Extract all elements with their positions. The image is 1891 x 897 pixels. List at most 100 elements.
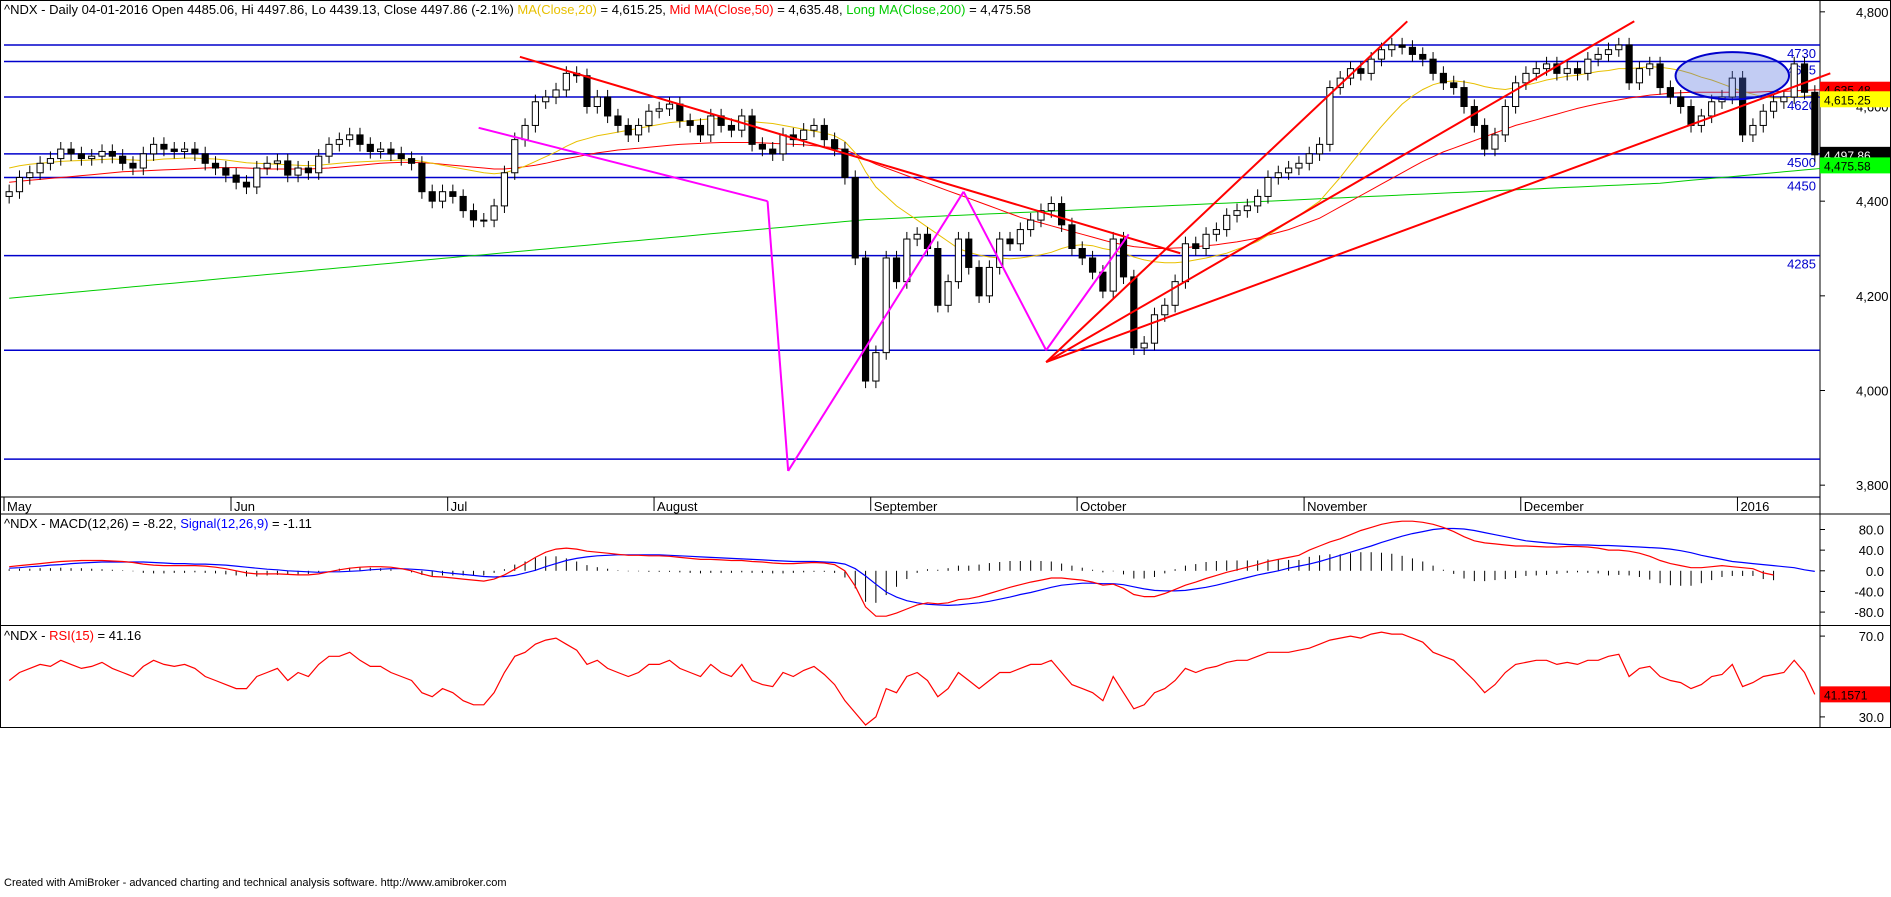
candle-body (1687, 106, 1695, 126)
candle-body (882, 257, 890, 354)
candle-body (88, 155, 96, 160)
candle-body (139, 153, 147, 169)
trendline (1045, 233, 1130, 351)
rsi-y-tick-label: 70.0 (1859, 629, 1884, 644)
macd-y-tick-label: -40.0 (1854, 584, 1884, 599)
candle-body (604, 96, 612, 117)
candle-body (903, 238, 911, 283)
candle-body (1016, 229, 1024, 245)
candle-body (57, 148, 65, 160)
header-part: = 4,635.48, (774, 2, 847, 17)
candle-body (1759, 110, 1767, 126)
macd-y-tick-label: 0.0 (1866, 564, 1884, 579)
candle-body (449, 191, 457, 197)
candle-body (1027, 219, 1035, 231)
candle-body (1604, 49, 1613, 55)
candle-body (1532, 68, 1540, 74)
candle-body (1377, 49, 1386, 60)
trendline (962, 191, 1048, 351)
footer-credit: Created with AmiBroker - advanced charti… (4, 877, 507, 889)
candle-body (1161, 304, 1169, 316)
candle-body (1625, 44, 1633, 84)
candle-body (1388, 44, 1396, 51)
candle-body (438, 191, 447, 202)
candle-body (1088, 257, 1097, 273)
candle-body (253, 167, 261, 188)
macd-line (9, 520, 1774, 617)
highlight-ellipse (1674, 51, 1791, 101)
candle-body (531, 101, 539, 126)
candle-body (263, 162, 271, 169)
trendline (1045, 72, 1831, 364)
price-y-tick-label: 3,800 (1856, 478, 1889, 493)
price-badge: 4,475.58 (1820, 157, 1890, 174)
macd-header: ^NDX - MACD(12,26) = -8.22, Signal(12,26… (4, 516, 312, 531)
candle-body (26, 172, 34, 178)
candle-body (418, 162, 426, 193)
candle-body (242, 181, 251, 188)
candle-body (552, 89, 560, 98)
candle-body (1223, 214, 1231, 231)
macd-header-part: ^NDX - MACD(12,26) = -8.22, (4, 516, 180, 531)
candle-body (1666, 87, 1674, 98)
candle-body (511, 139, 519, 174)
candle-body (67, 148, 75, 155)
rsi-header-part: RSI(15) (49, 628, 94, 643)
trendline (1045, 20, 1635, 363)
price-y-tick-label: 4,200 (1856, 289, 1889, 304)
candle-body (851, 177, 859, 259)
candle-body (1512, 82, 1520, 108)
candle-body (965, 238, 973, 268)
candle-body (1491, 134, 1499, 150)
candle-body (1501, 106, 1509, 136)
month-label: 2016 (1740, 499, 1769, 514)
candle-body (696, 124, 705, 136)
candle-body (1006, 238, 1014, 245)
chart-frame (0, 0, 1891, 728)
macd-y-tick-label: 40.0 (1859, 543, 1884, 558)
candle-body (1047, 203, 1055, 212)
candle-body (975, 266, 983, 297)
candle-body (1749, 124, 1757, 136)
candle-body (676, 103, 684, 122)
candle-body (1346, 68, 1355, 79)
month-label: December (1524, 499, 1585, 514)
candle-body (335, 139, 343, 145)
candle-body (1037, 210, 1045, 221)
candle-body (490, 205, 498, 221)
candle-body (46, 158, 55, 164)
candle-body (583, 75, 591, 107)
candle-body (1171, 281, 1179, 306)
rsi-header-part: = 41.16 (94, 628, 141, 643)
price-badge: 4,615.25 (1820, 91, 1890, 108)
ma20-line (9, 66, 1836, 264)
candle-body (758, 143, 766, 150)
candle-body (1419, 53, 1427, 60)
candle-body (1584, 58, 1592, 74)
rsi-line (8, 631, 1816, 726)
candle-body (645, 110, 653, 126)
rsi-badge: 41.1571 (1820, 686, 1890, 703)
candle-body (459, 195, 467, 212)
candle-body (284, 160, 292, 176)
candle-body (1326, 87, 1334, 145)
candle-body (180, 148, 189, 152)
candle-body (428, 191, 436, 202)
candle-body (1140, 342, 1148, 349)
candle-body (397, 153, 405, 160)
macd-header-part: = -1.11 (268, 516, 311, 531)
candle-body (1780, 96, 1788, 103)
price-header: ^NDX - Daily 04-01-2016 Open 4485.06, Hi… (4, 2, 1031, 17)
price-badge-label: 4,615.25 (1824, 93, 1871, 107)
candle-body (1460, 87, 1468, 107)
candle-body (820, 124, 828, 141)
candle-body (1811, 91, 1819, 156)
candle-body (1481, 124, 1489, 150)
candle-body (1315, 143, 1324, 155)
candle-body (407, 158, 416, 164)
candle-body (500, 172, 509, 207)
candle-body (1646, 63, 1654, 70)
level-label: 4285 (1787, 257, 1816, 272)
header-part: Mid MA(Close,50) (670, 2, 774, 17)
candle-body (1635, 68, 1644, 84)
